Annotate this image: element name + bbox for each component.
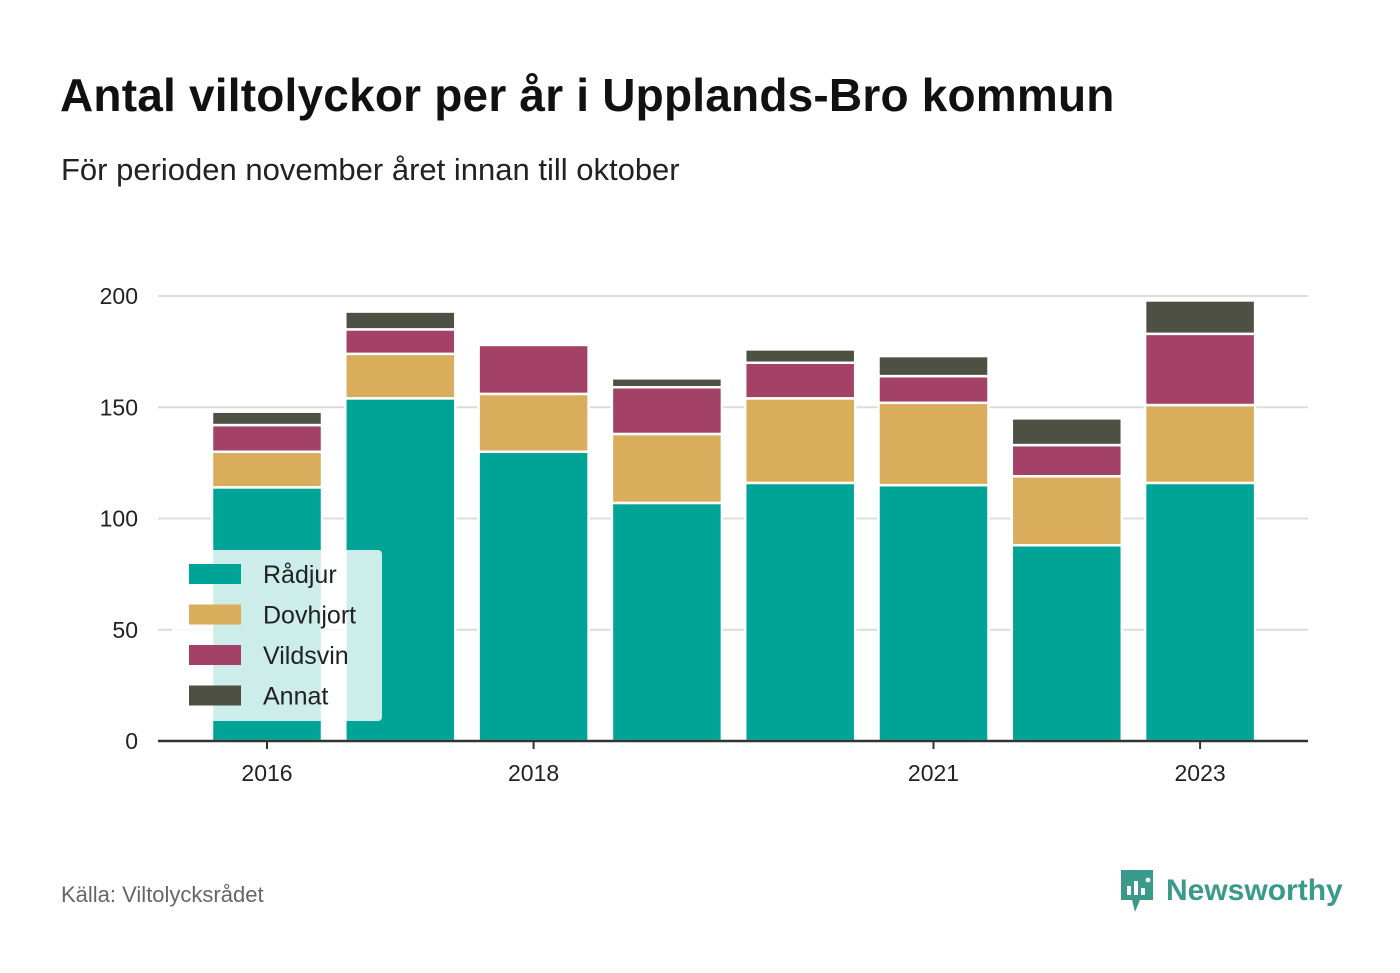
x-tick-label: 2021 (908, 760, 959, 786)
bar-segment (477, 343, 590, 396)
legend-label: Dovhjort (263, 602, 356, 630)
newsworthy-logo-icon (1121, 870, 1153, 912)
brand-logo: Newsworthy (1118, 868, 1343, 914)
x-tick-label: 2023 (1175, 760, 1226, 786)
source-note: Källa: Viltolycksrådet (61, 882, 264, 907)
x-axis-ticks: 2016 2018 2021 2023 (241, 741, 1226, 786)
bar-segment (610, 385, 724, 436)
bar-segment (743, 348, 857, 364)
y-tick-label: 200 (100, 283, 138, 309)
y-tick-label: 150 (100, 394, 138, 420)
bar-segment (610, 501, 724, 743)
bar-segment (210, 423, 324, 453)
legend-swatch (189, 564, 241, 584)
brand-name: Newsworthy (1166, 874, 1343, 907)
bar-segment (610, 377, 724, 389)
bar-segment (1143, 299, 1257, 336)
bar-segment (344, 310, 457, 331)
y-tick-label: 50 (112, 617, 138, 643)
y-tick-label: 0 (125, 728, 138, 754)
bar-segment (743, 481, 857, 743)
bar-segment (477, 450, 590, 743)
bar-segment (877, 354, 990, 378)
bar-segment (1143, 481, 1257, 743)
bar-segment (610, 432, 724, 505)
bar-segment (1010, 443, 1124, 478)
chart-title: Antal viltolyckor per år i Upplands-Bro … (60, 69, 1115, 121)
x-tick-label: 2016 (241, 760, 292, 786)
bar-segment (477, 392, 590, 453)
legend-swatch (189, 685, 241, 706)
bar-segment (743, 361, 857, 400)
y-tick-label: 100 (100, 506, 138, 532)
bar-segment (1010, 543, 1124, 743)
legend-box (172, 550, 382, 721)
legend-swatch (189, 604, 241, 625)
bar-segment (344, 328, 457, 356)
legend: Rådjur Dovhjort Vildsvin Annat (172, 550, 382, 721)
bar-segment (210, 450, 324, 489)
bar-segment (344, 352, 457, 400)
stacked-bar-chart: 0 50 100 150 200 2016 2018 2021 2023 Rådjur Dovh… (100, 283, 1308, 786)
bar-segment (877, 374, 990, 405)
y-axis-ticks: 0 50 100 150 200 (100, 283, 138, 754)
bar-segment (1010, 417, 1124, 447)
x-tick-label: 2018 (508, 760, 559, 786)
bar-segment (743, 397, 857, 485)
bar-segment (1010, 474, 1124, 547)
bar-segment (210, 410, 324, 427)
bar-segment (1143, 332, 1257, 407)
legend-label: Vildsvin (263, 642, 349, 670)
legend-swatch (189, 645, 241, 665)
bar-segment (1143, 403, 1257, 485)
legend-label: Rådjur (263, 561, 337, 589)
chart-subtitle: För perioden november året innan till ok… (61, 152, 680, 187)
legend-label: Annat (263, 683, 328, 711)
bar-segment (877, 483, 990, 743)
bar-segment (877, 401, 990, 487)
